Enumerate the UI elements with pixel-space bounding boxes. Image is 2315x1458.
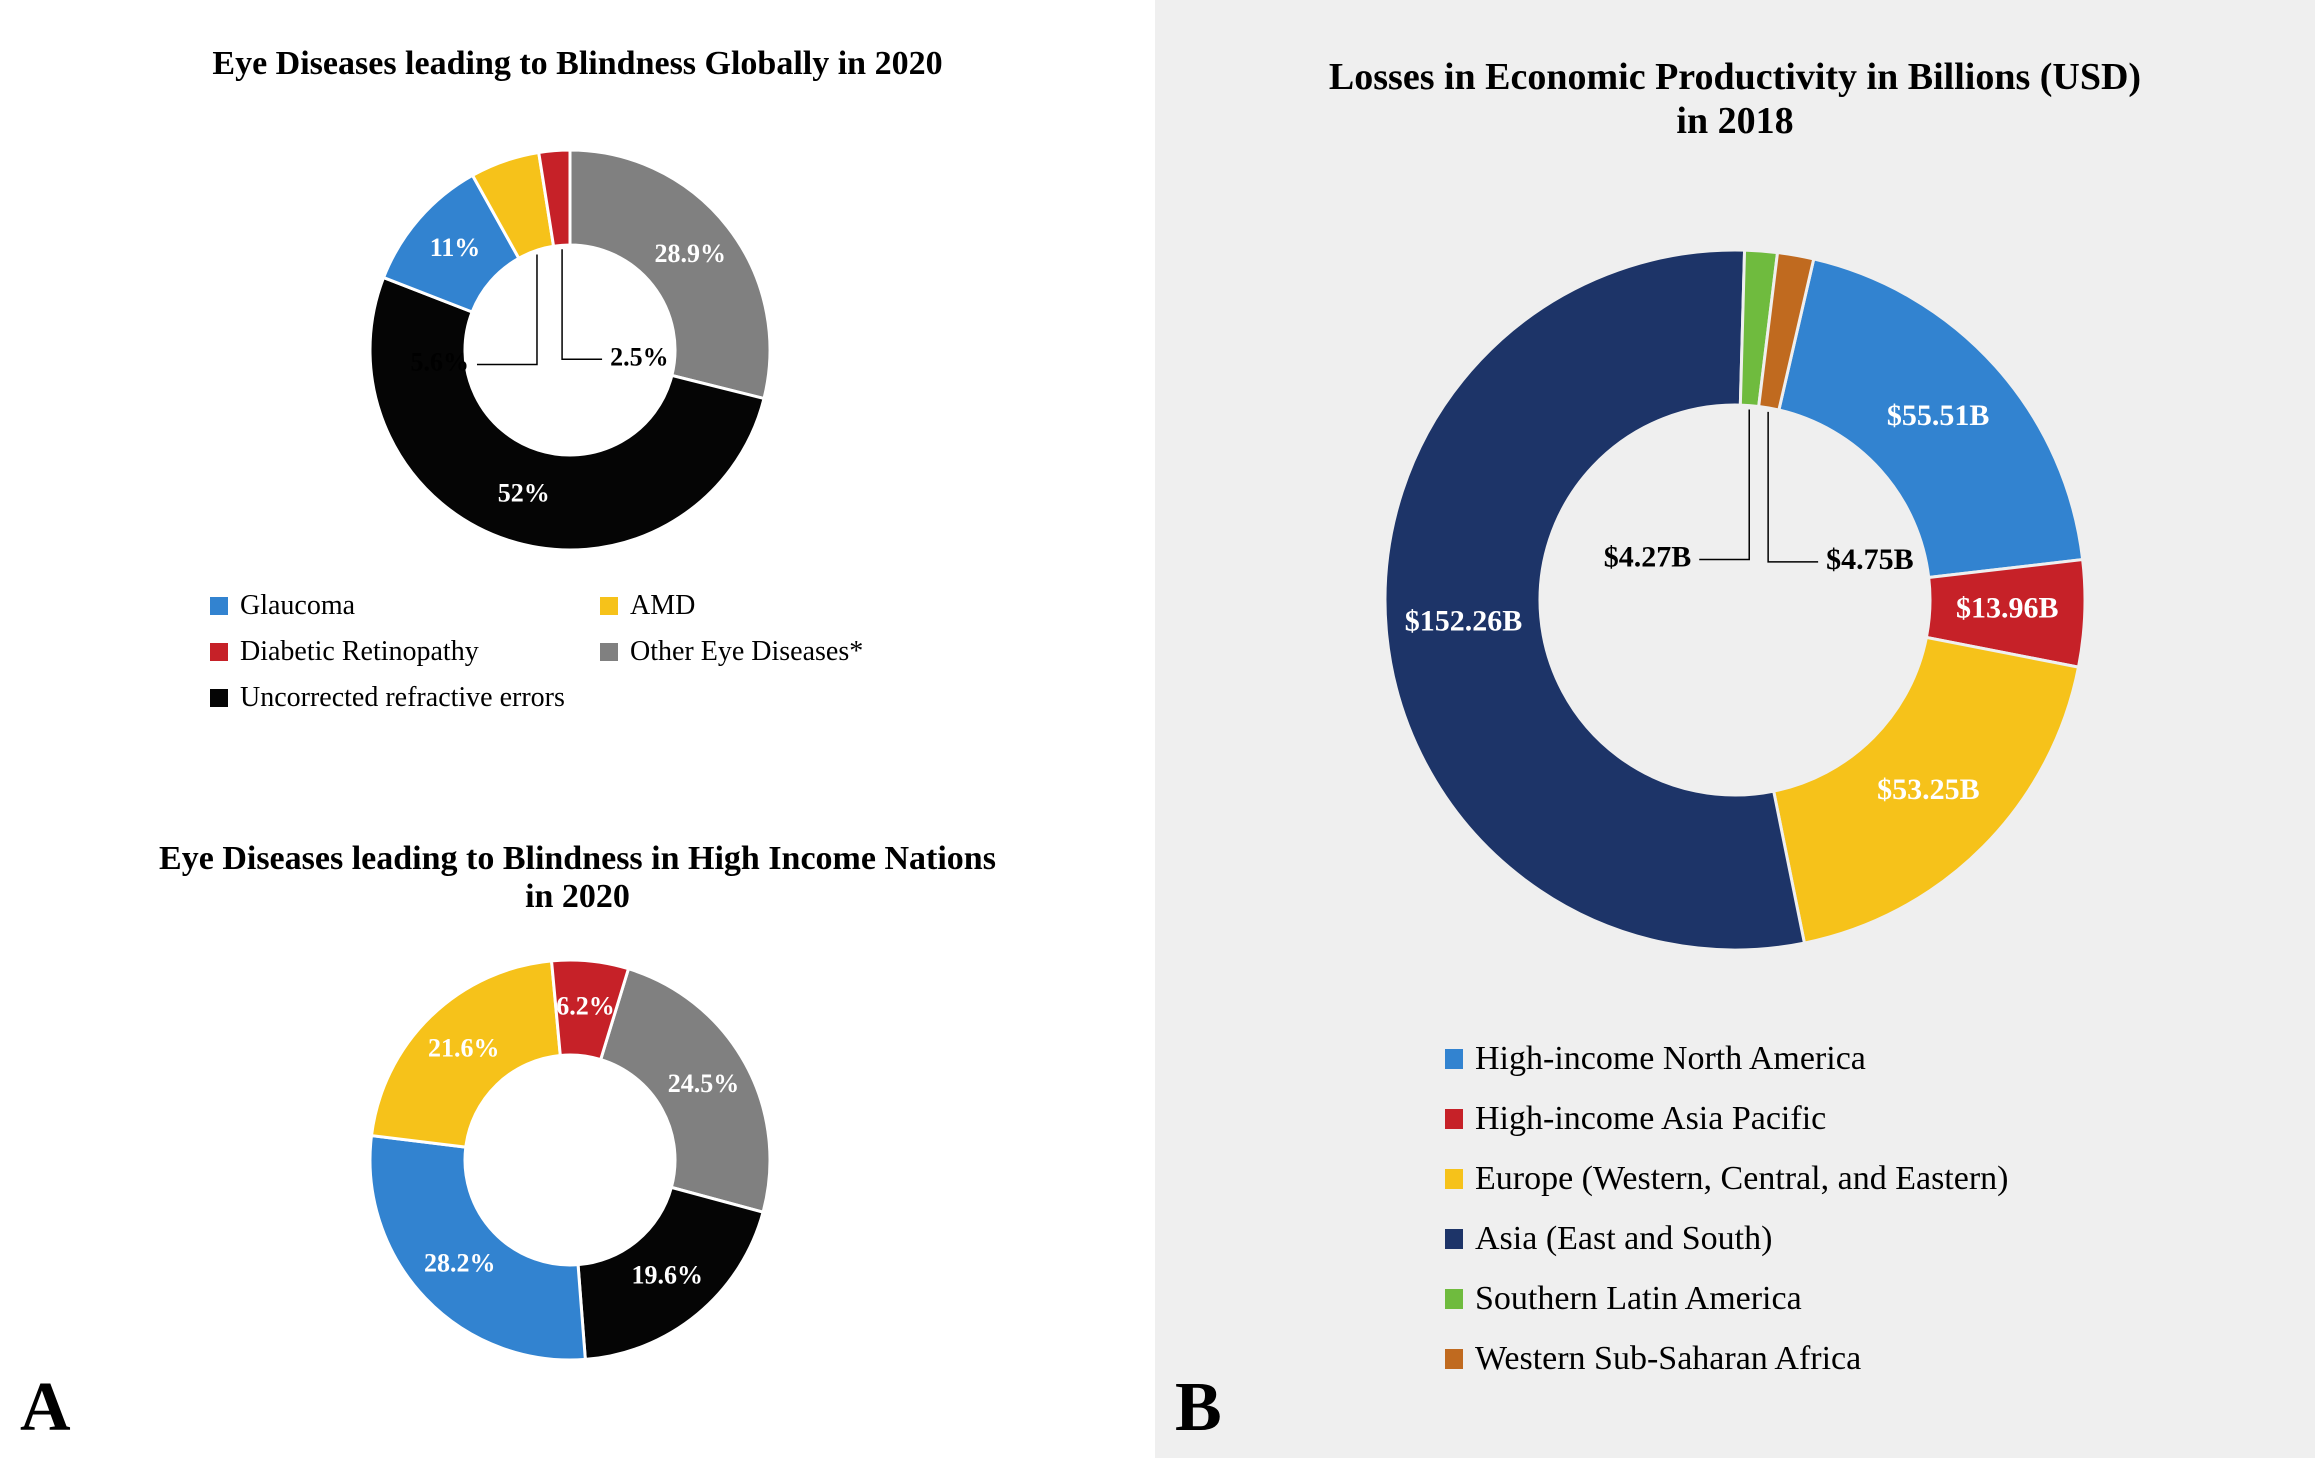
legend-swatch xyxy=(1445,1229,1463,1249)
leader-line-wssa xyxy=(1768,412,1818,562)
legend-label: Asia (East and South) xyxy=(1475,1220,1772,1258)
slice-label-glaucoma: 28.2% xyxy=(424,1248,496,1277)
legend-item: High-income North America xyxy=(1445,1040,2195,1078)
legend-swatch xyxy=(1445,1169,1463,1189)
legend-label: Europe (Western, Central, and Eastern) xyxy=(1475,1160,2009,1198)
panel-b-label: B xyxy=(1175,1368,1222,1448)
slice-label-hi_na: $55.51B xyxy=(1887,399,1990,432)
donut-chart-b: $55.51B $13.96B $53.25B $152.26B $4.27B $4.75… xyxy=(1155,0,2285,1000)
legend-item: Asia (East and South) xyxy=(1445,1220,2195,1258)
legend-swatch xyxy=(1445,1289,1463,1309)
legend-label: Southern Latin America xyxy=(1475,1280,1802,1318)
legend-label: High-income Asia Pacific xyxy=(1475,1100,1826,1138)
legend-b: High-income North America High-income Asi… xyxy=(1445,1040,2245,1400)
legend-swatch xyxy=(1445,1049,1463,1069)
panel-b: Losses in Economic Productivity in Billi… xyxy=(1155,0,2315,1458)
legend-label: Western Sub-Saharan Africa xyxy=(1475,1340,1861,1378)
legend-swatch xyxy=(1445,1349,1463,1369)
legend-label: High-income North America xyxy=(1475,1040,1866,1078)
slice-label-hi_ap: $13.96B xyxy=(1956,591,2059,624)
slice-label-wssa: $4.75B xyxy=(1826,543,1914,576)
slice-label-dr: 6.2% xyxy=(556,991,615,1020)
figure: Eye Diseases leading to Blindness Global… xyxy=(0,0,2315,1458)
legend-item: High-income Asia Pacific xyxy=(1445,1100,2195,1138)
legend-item: Europe (Western, Central, and Eastern) xyxy=(1445,1160,2195,1198)
donut-chart-a2: 24.5% 19.6% 28.2% 21.6% 6.2% xyxy=(0,0,970,1410)
slice-label-amd: 21.6% xyxy=(428,1034,500,1063)
panel-a-label: A xyxy=(20,1368,71,1448)
slice-label-uncorrected: 19.6% xyxy=(632,1260,704,1289)
slice-label-asia: $152.26B xyxy=(1405,604,1523,637)
legend-item: Western Sub-Saharan Africa xyxy=(1445,1340,2195,1378)
legend-item: Southern Latin America xyxy=(1445,1280,2195,1318)
leader-line-sla xyxy=(1699,410,1749,560)
slice-label-europe: $53.25B xyxy=(1877,773,1980,806)
panel-a: Eye Diseases leading to Blindness Global… xyxy=(0,0,1155,1458)
legend-swatch xyxy=(1445,1109,1463,1129)
slice-label-other_eye: 24.5% xyxy=(668,1069,740,1098)
slice-label-sla: $4.27B xyxy=(1604,540,1692,573)
